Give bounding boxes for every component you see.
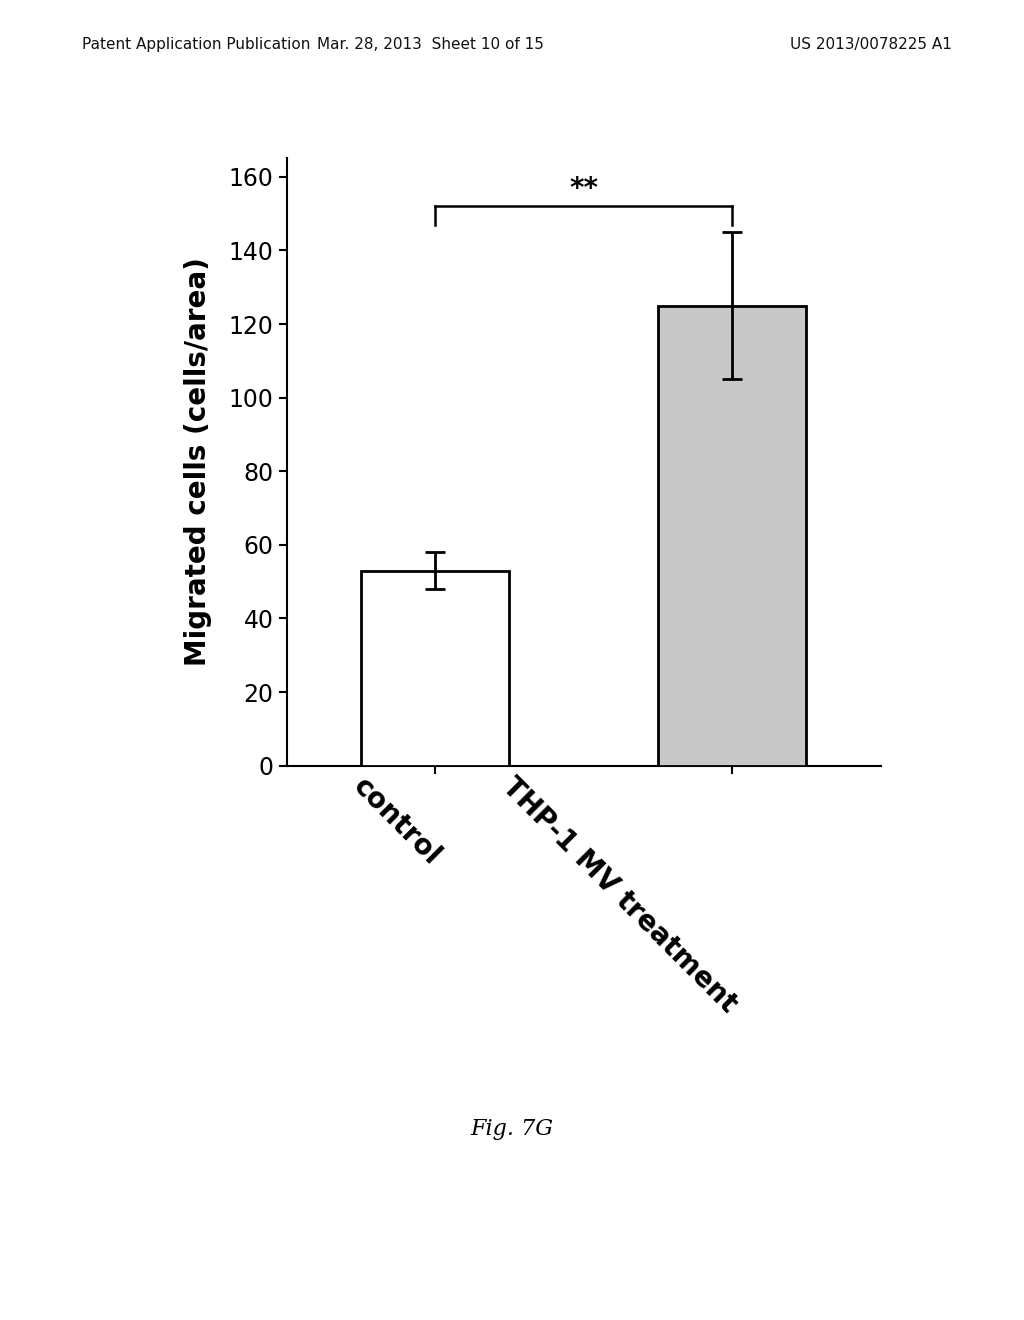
Text: US 2013/0078225 A1: US 2013/0078225 A1	[791, 37, 952, 51]
Text: Fig. 7G: Fig. 7G	[470, 1118, 554, 1139]
Y-axis label: Migrated cells (cells/area): Migrated cells (cells/area)	[184, 257, 212, 667]
Bar	[658, 306, 807, 766]
Text: **: **	[569, 174, 598, 202]
Text: control: control	[347, 772, 445, 871]
Text: Mar. 28, 2013  Sheet 10 of 15: Mar. 28, 2013 Sheet 10 of 15	[316, 37, 544, 51]
Text: THP-1 MV treatment: THP-1 MV treatment	[497, 772, 742, 1018]
Text: Patent Application Publication: Patent Application Publication	[82, 37, 310, 51]
Bar	[361, 570, 510, 766]
